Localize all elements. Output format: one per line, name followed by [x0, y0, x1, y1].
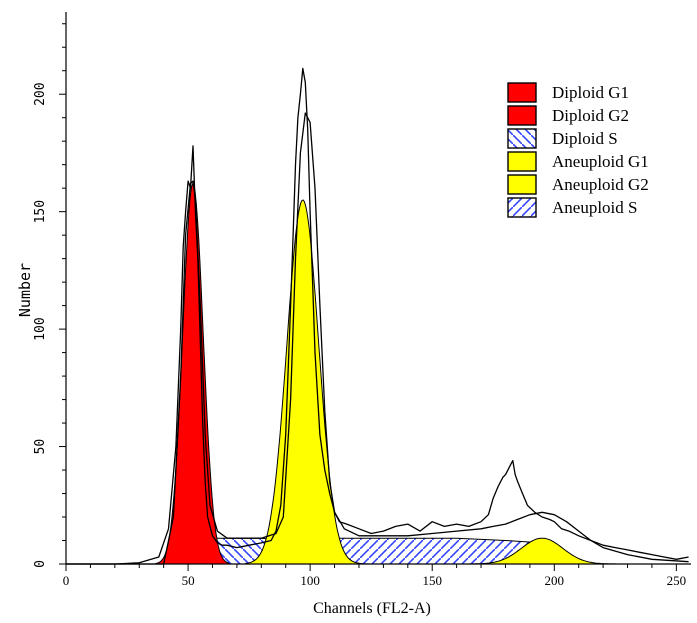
legend-swatch — [507, 174, 537, 195]
area-aneuploid-g2 — [467, 537, 617, 565]
x-tick-label: 50 — [182, 573, 195, 588]
x-tick-label: 200 — [545, 573, 565, 588]
area-diploid-g1 — [155, 182, 230, 565]
x-axis-title: Channels (FL2-A) — [313, 600, 431, 617]
x-tick-label: 250 — [667, 573, 687, 588]
y-tick-label: 150 — [33, 200, 48, 223]
x-tick-label: 150 — [422, 573, 442, 588]
data-traces — [66, 67, 689, 565]
y-tick-label: 100 — [33, 317, 48, 340]
legend-swatch — [507, 105, 537, 126]
area-aneuploid-g1 — [245, 199, 360, 565]
legend-swatch — [507, 151, 537, 172]
legend-label: Aneuploid S — [552, 198, 637, 217]
component-areas — [155, 182, 617, 565]
legend-label: Diploid G2 — [552, 106, 629, 125]
y-tick-label: 50 — [33, 439, 48, 455]
legend-swatch — [507, 82, 537, 103]
legend-swatch — [507, 197, 537, 218]
y-tick-label: 200 — [33, 82, 48, 105]
legend-swatch — [507, 128, 537, 149]
y-tick-label: 0 — [33, 560, 48, 568]
legend-label: Diploid G1 — [552, 83, 629, 102]
x-tick-label: 0 — [63, 573, 70, 588]
y-axis-title: Number — [16, 263, 34, 317]
axes: 0 50 100 150 200 250 0 50 100 150 200 — [33, 12, 691, 588]
legend-label: Aneuploid G1 — [552, 152, 649, 171]
legend-label: Aneuploid G2 — [552, 175, 649, 194]
x-tick-label: 100 — [300, 573, 320, 588]
legend-label: Diploid S — [552, 129, 618, 148]
histogram-line — [66, 67, 689, 565]
legend: Diploid G1 Diploid G2 Diploid S Aneuploid G… — [507, 82, 649, 218]
